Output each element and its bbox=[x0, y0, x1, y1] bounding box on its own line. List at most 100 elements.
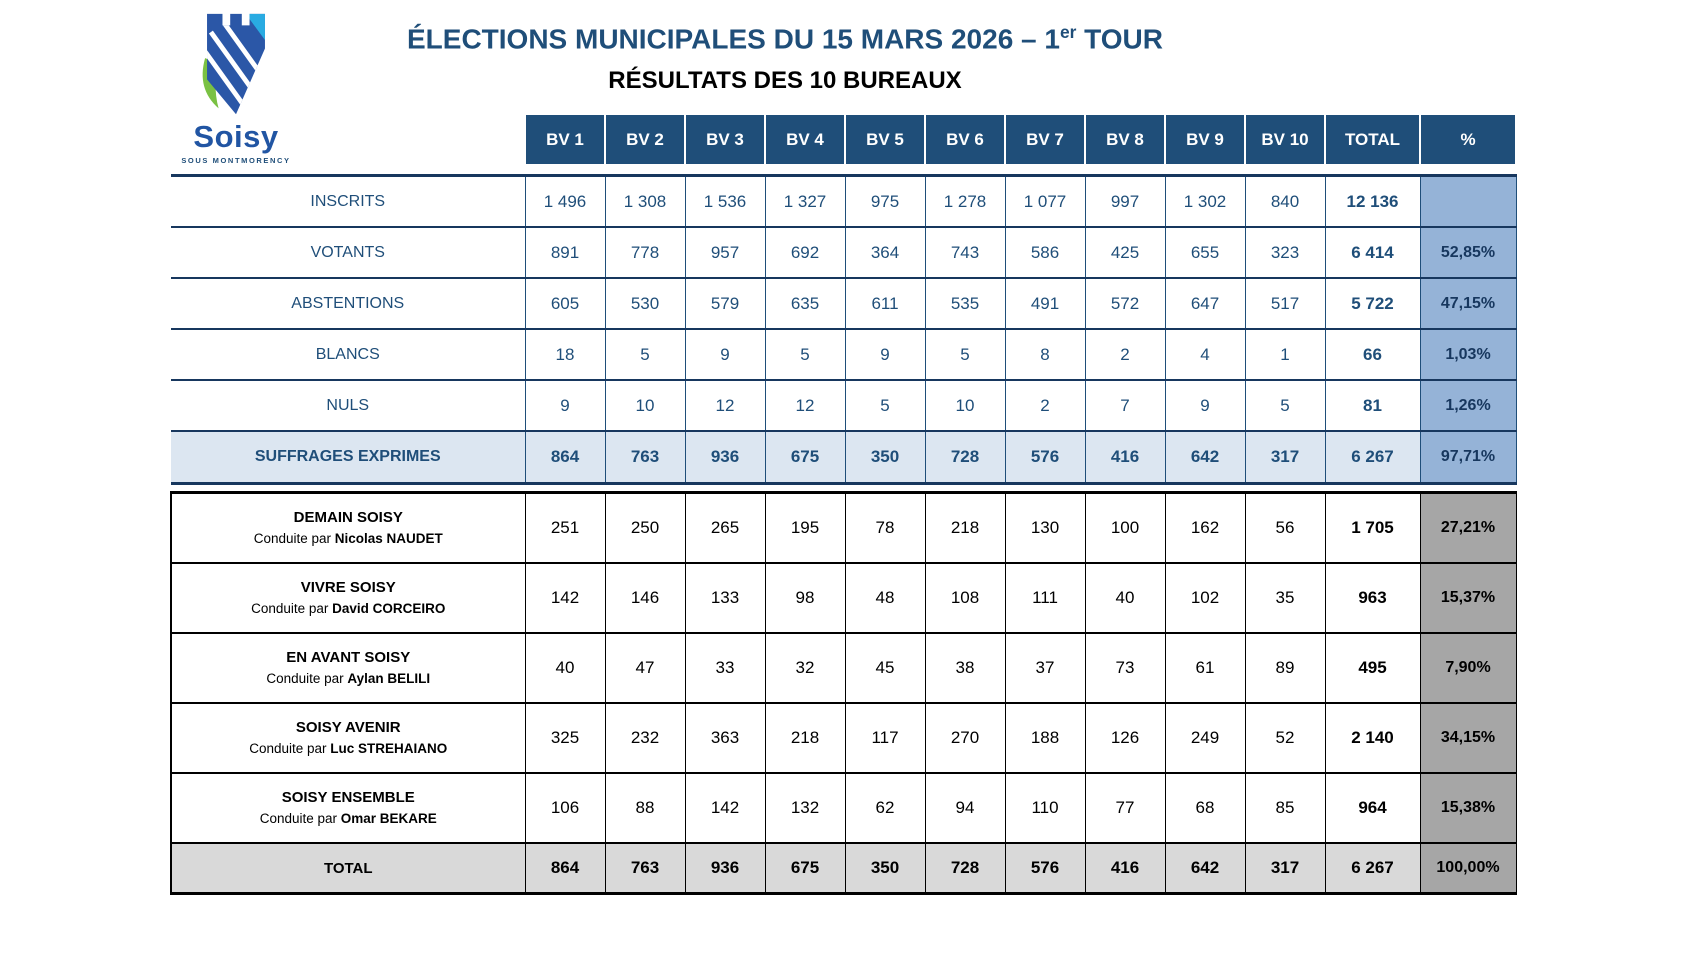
row-label: VIVRE SOISY Conduite par David CORCEIRO bbox=[170, 562, 526, 634]
cell-value: 317 bbox=[1244, 430, 1326, 485]
cell-value: 675 bbox=[764, 842, 846, 895]
cell-value: 132 bbox=[764, 772, 846, 844]
cell-value: 218 bbox=[764, 702, 846, 774]
cell-value: 350 bbox=[844, 842, 926, 895]
results-table: BV 1 BV 2 BV 3 BV 4 BV 5 BV 6 BV 7 BV 8 BV 9 BV 1… bbox=[170, 113, 1517, 895]
cell-total: 964 bbox=[1324, 772, 1421, 844]
cell-value: 12 bbox=[764, 379, 846, 432]
cell-value: 635 bbox=[764, 277, 846, 330]
cell-value: 5 bbox=[1244, 379, 1326, 432]
cell-value: 416 bbox=[1084, 842, 1166, 895]
cell-value: 73 bbox=[1084, 632, 1166, 704]
list-leader: Conduite par Nicolas NAUDET bbox=[253, 530, 443, 546]
cell-value: 763 bbox=[604, 842, 686, 895]
cell-value: 416 bbox=[1084, 430, 1166, 485]
cell-total: 2 140 bbox=[1324, 702, 1421, 774]
col-header-bv-5: BV 5 bbox=[844, 113, 926, 166]
cell-value: 517 bbox=[1244, 277, 1326, 330]
list-leader: Conduite par David CORCEIRO bbox=[251, 600, 446, 616]
cell-value: 88 bbox=[604, 772, 686, 844]
cell-value: 364 bbox=[844, 226, 926, 279]
cell-value: 162 bbox=[1164, 491, 1246, 564]
cell-value: 68 bbox=[1164, 772, 1246, 844]
cell-value: 864 bbox=[524, 842, 606, 895]
cell-pct: 27,21% bbox=[1419, 491, 1517, 564]
cell-value: 8 bbox=[1004, 328, 1086, 381]
list-name: DEMAIN SOISY bbox=[293, 509, 403, 527]
row-nuls: NULS 9 10 12 12 5 10 2 7 9 5 81 1,26% bbox=[171, 379, 1517, 432]
cell-value: 840 bbox=[1244, 174, 1326, 228]
cell-value: 2 bbox=[1004, 379, 1086, 432]
row-soisy-ensemble: SOISY ENSEMBLE Conduite par Omar BEKARE 10… bbox=[170, 772, 1517, 844]
cell-value: 108 bbox=[924, 562, 1006, 634]
cell-value: 350 bbox=[844, 430, 926, 485]
cell-total: 963 bbox=[1324, 562, 1421, 634]
cell-value: 728 bbox=[924, 430, 1006, 485]
list-name: SOISY AVENIR bbox=[295, 719, 401, 737]
title-block: ÉLECTIONS MUNICIPALES DU 15 MARS 2026 – … bbox=[170, 22, 1400, 95]
cell-value: 642 bbox=[1164, 842, 1246, 895]
cell-value: 78 bbox=[844, 491, 926, 564]
list-name: EN AVANT SOISY bbox=[286, 649, 411, 667]
cell-value: 56 bbox=[1244, 491, 1326, 564]
cell-value: 936 bbox=[684, 430, 766, 485]
row-label: VOTANTS bbox=[171, 226, 526, 279]
cell-value: 425 bbox=[1084, 226, 1166, 279]
col-header-bv-4: BV 4 bbox=[764, 113, 846, 166]
cell-value: 10 bbox=[604, 379, 686, 432]
cell-value: 891 bbox=[524, 226, 606, 279]
cell-value: 576 bbox=[1004, 842, 1086, 895]
soisy-logo: Soisy SOUS MONTMORENCY bbox=[172, 6, 300, 165]
cell-total: 6 267 bbox=[1324, 842, 1421, 895]
cell-value: 692 bbox=[764, 226, 846, 279]
cell-value: 100 bbox=[1084, 491, 1166, 564]
leader-name: Omar BEKARE bbox=[340, 810, 437, 826]
cell-total: 1 705 bbox=[1324, 491, 1421, 564]
cell-value: 778 bbox=[604, 226, 686, 279]
row-label: SOISY AVENIR Conduite par Luc STREHAIANO bbox=[170, 702, 526, 774]
cell-value: 47 bbox=[604, 632, 686, 704]
col-header-bv-1: BV 1 bbox=[524, 113, 606, 166]
cell-pct: 15,38% bbox=[1419, 772, 1517, 844]
cell-total: 6 267 bbox=[1324, 430, 1421, 485]
cell-value: 7 bbox=[1084, 379, 1166, 432]
cell-value: 611 bbox=[844, 277, 926, 330]
cell-value: 323 bbox=[1244, 226, 1326, 279]
cell-value: 864 bbox=[524, 430, 606, 485]
cell-value: 40 bbox=[1084, 562, 1166, 634]
cell-value: 9 bbox=[524, 379, 606, 432]
cell-value: 5 bbox=[604, 328, 686, 381]
cell-value: 1 077 bbox=[1004, 174, 1086, 228]
cell-value: 1 327 bbox=[764, 174, 846, 228]
logo-name: Soisy bbox=[193, 119, 279, 154]
row-blancs: BLANCS 18 5 9 5 9 5 8 2 4 1 66 1,03% bbox=[171, 328, 1517, 381]
logo-tagline: SOUS MONTMORENCY bbox=[181, 156, 291, 165]
cell-value: 89 bbox=[1244, 632, 1326, 704]
cell-value: 85 bbox=[1244, 772, 1326, 844]
cell-value: 1 536 bbox=[684, 174, 766, 228]
cell-pct: 52,85% bbox=[1419, 226, 1517, 279]
list-leader: Conduite par Aylan BELILI bbox=[266, 670, 431, 686]
cell-value: 146 bbox=[604, 562, 686, 634]
cell-value: 572 bbox=[1084, 277, 1166, 330]
row-vivre-soisy: VIVRE SOISY Conduite par David CORCEIRO 14… bbox=[170, 562, 1517, 634]
col-header-total: TOTAL bbox=[1324, 113, 1421, 166]
cell-total: 5 722 bbox=[1324, 277, 1421, 330]
cell-value: 218 bbox=[924, 491, 1006, 564]
row-label: SUFFRAGES EXPRIMES bbox=[171, 430, 526, 485]
cell-pct: 47,15% bbox=[1419, 277, 1517, 330]
cell-value: 94 bbox=[924, 772, 1006, 844]
row-suffrages-exprimes: SUFFRAGES EXPRIMES 864 763 936 675 350 728 576 4… bbox=[171, 430, 1517, 485]
col-header-bv-7: BV 7 bbox=[1004, 113, 1086, 166]
cell-value: 535 bbox=[924, 277, 1006, 330]
col-header-: % bbox=[1419, 113, 1517, 166]
cell-value: 270 bbox=[924, 702, 1006, 774]
cell-value: 586 bbox=[1004, 226, 1086, 279]
cell-total: 6 414 bbox=[1324, 226, 1421, 279]
cell-value: 579 bbox=[684, 277, 766, 330]
col-header-bv-3: BV 3 bbox=[684, 113, 766, 166]
row-soisy-avenir: SOISY AVENIR Conduite par Luc STREHAIANO 3… bbox=[170, 702, 1517, 774]
cell-total: 12 136 bbox=[1324, 174, 1421, 228]
cell-value: 9 bbox=[684, 328, 766, 381]
cell-value: 98 bbox=[764, 562, 846, 634]
